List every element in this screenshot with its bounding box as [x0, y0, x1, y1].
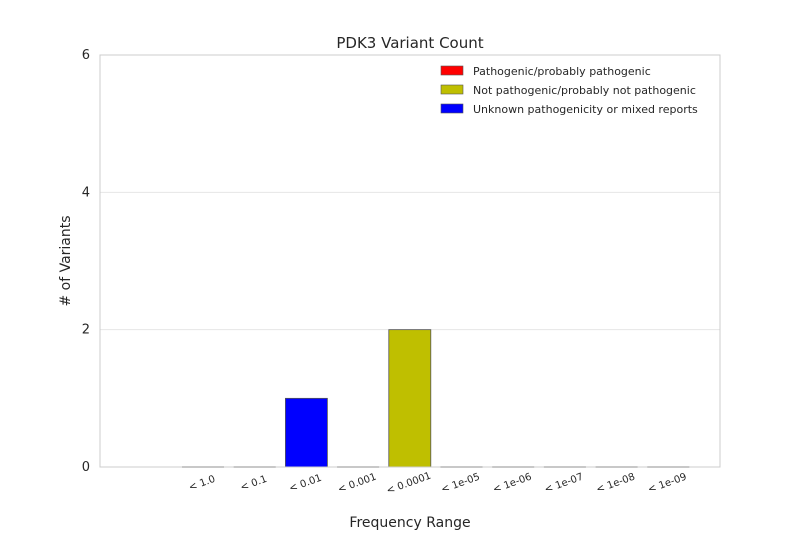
chart-title: PDK3 Variant Count	[336, 34, 483, 52]
legend-entry: Unknown pathogenicity or mixed reports	[473, 103, 698, 116]
plot-frame	[99, 54, 721, 468]
x-tick-label: < 0.001	[336, 472, 378, 496]
x-axis-label: Frequency Range	[349, 515, 470, 531]
y-tick-label: 6	[82, 48, 90, 63]
y-axis-label: # of Variants	[58, 215, 74, 306]
y-tick-label: 4	[82, 185, 90, 200]
x-tick-label: < 0.01	[288, 473, 324, 495]
legend-entry: Pathogenic/probably pathogenic	[473, 65, 651, 78]
legend-swatch	[440, 84, 464, 95]
legend-swatch	[440, 103, 464, 114]
bars	[182, 329, 690, 468]
y-tick-label: 0	[82, 460, 90, 475]
legend-swatch	[440, 65, 464, 76]
x-tick-label: < 1e-06	[491, 472, 533, 496]
y-tick-labels: 0 2 4 6	[82, 48, 90, 475]
x-tick-labels: < 1.0 < 0.1 < 0.01 < 0.001 < 0.0001 < 1e-05 < …	[187, 471, 688, 497]
x-tick-label: < 1.0	[187, 474, 217, 494]
x-tick-label: < 1e-05	[440, 472, 482, 496]
gridlines	[100, 191, 720, 331]
legend: Pathogenic/probably pathogenic Not pathog…	[440, 65, 698, 116]
bar-unknown	[284, 397, 328, 468]
bar-not-pathogenic	[388, 329, 432, 468]
x-tick-label: < 1e-08	[595, 472, 637, 496]
legend-entry: Not pathogenic/probably not pathogenic	[473, 84, 696, 97]
x-tick-label: < 0.1	[239, 474, 269, 494]
y-tick-label: 2	[82, 323, 90, 338]
x-tick-label: < 0.0001	[385, 471, 433, 497]
x-tick-label: < 1e-07	[543, 472, 585, 496]
x-tick-label: < 1e-09	[647, 472, 689, 496]
